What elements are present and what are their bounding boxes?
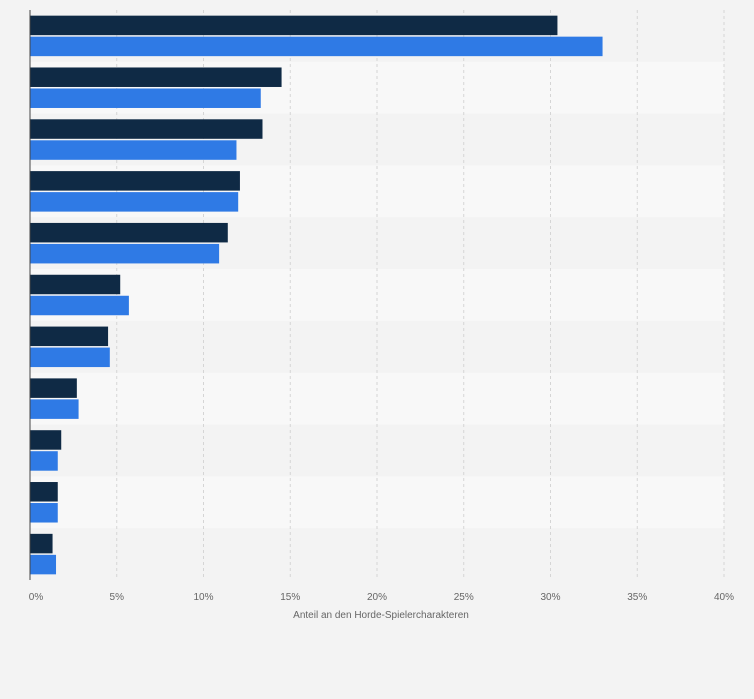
bar [30, 67, 282, 87]
bar [30, 15, 558, 36]
bars [30, 15, 603, 575]
bar [30, 482, 58, 502]
bar [30, 222, 228, 243]
category-band [30, 528, 724, 580]
category-bands [30, 10, 724, 580]
x-tick-label: 25% [454, 592, 474, 603]
bar [30, 378, 77, 398]
x-tick-label: 30% [540, 592, 560, 603]
category-band [30, 372, 724, 425]
x-axis-title: Anteil an den Horde-Spielercharakteren [293, 610, 469, 621]
x-tick-label: 5% [110, 592, 125, 603]
x-tick-label: 15% [280, 592, 300, 603]
bar [30, 274, 121, 295]
bar [30, 36, 603, 57]
bar [30, 88, 261, 108]
bar [30, 503, 58, 523]
bar [30, 326, 109, 347]
bar [30, 347, 110, 368]
x-tick-label: 40% [714, 592, 734, 603]
bar [30, 554, 57, 575]
x-tick-label: 35% [627, 592, 647, 603]
grid-lines [116, 10, 725, 580]
bar [30, 119, 263, 139]
bar [30, 171, 240, 191]
x-tick-label: 10% [193, 592, 213, 603]
x-axis-tick-labels: 0% 5% 10% 15% 20% 25% 30% 35% 40% [29, 592, 734, 603]
bar [30, 192, 239, 212]
bar [30, 533, 53, 554]
bar [30, 451, 58, 471]
bar [30, 140, 237, 160]
bar [30, 295, 129, 316]
bar [30, 243, 220, 264]
bar [30, 399, 79, 419]
x-tick-label: 20% [367, 592, 387, 603]
bar [30, 430, 62, 450]
x-tick-label: 0% [29, 592, 44, 603]
